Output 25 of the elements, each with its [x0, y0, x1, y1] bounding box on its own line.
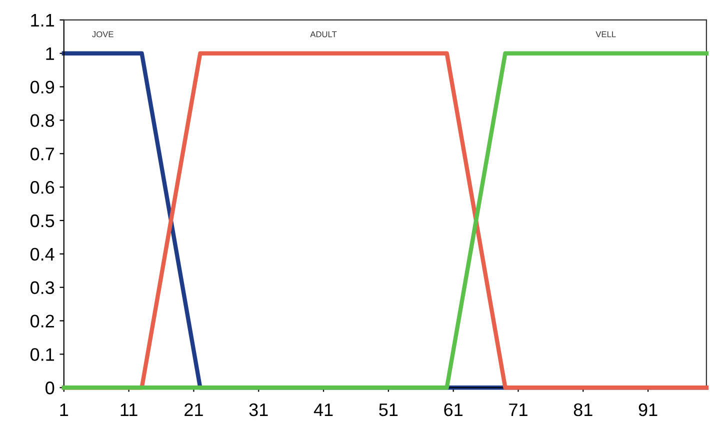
x-tick-label: 91 — [638, 403, 658, 416]
y-tick-label: 0 — [46, 382, 54, 394]
series-label: JOVE — [92, 31, 114, 38]
x-tick-label: 71 — [509, 404, 528, 416]
x-tick-label: 61 — [444, 403, 462, 416]
series-label: ADULT — [310, 31, 337, 38]
x-tick-label: 21 — [184, 403, 203, 416]
y-tick-label: 0.6 — [30, 181, 54, 194]
y-tick-label: 0.8 — [30, 114, 54, 127]
series-label: VELL — [596, 31, 616, 38]
y-tick-label: 0.9 — [30, 80, 54, 94]
y-tick-label: 0.7 — [30, 148, 54, 160]
y-tick-label: 0.2 — [30, 314, 54, 328]
x-tick-label: 1 — [60, 404, 68, 416]
y-tick-label: 0.1 — [30, 348, 54, 361]
y-tick-label: 1.1 — [31, 14, 54, 26]
x-tick-label: 51 — [379, 404, 398, 416]
x-tick-label: 31 — [249, 403, 268, 416]
y-tick-label: 0.5 — [30, 214, 54, 228]
x-tick-label: 11 — [120, 404, 138, 416]
y-tick-label: 0.4 — [30, 248, 54, 261]
x-tick-label: 41 — [314, 404, 333, 416]
x-tick-label: 81 — [574, 403, 592, 416]
y-tick-label: 0.3 — [30, 281, 54, 294]
y-tick-label: 1 — [46, 47, 54, 60]
